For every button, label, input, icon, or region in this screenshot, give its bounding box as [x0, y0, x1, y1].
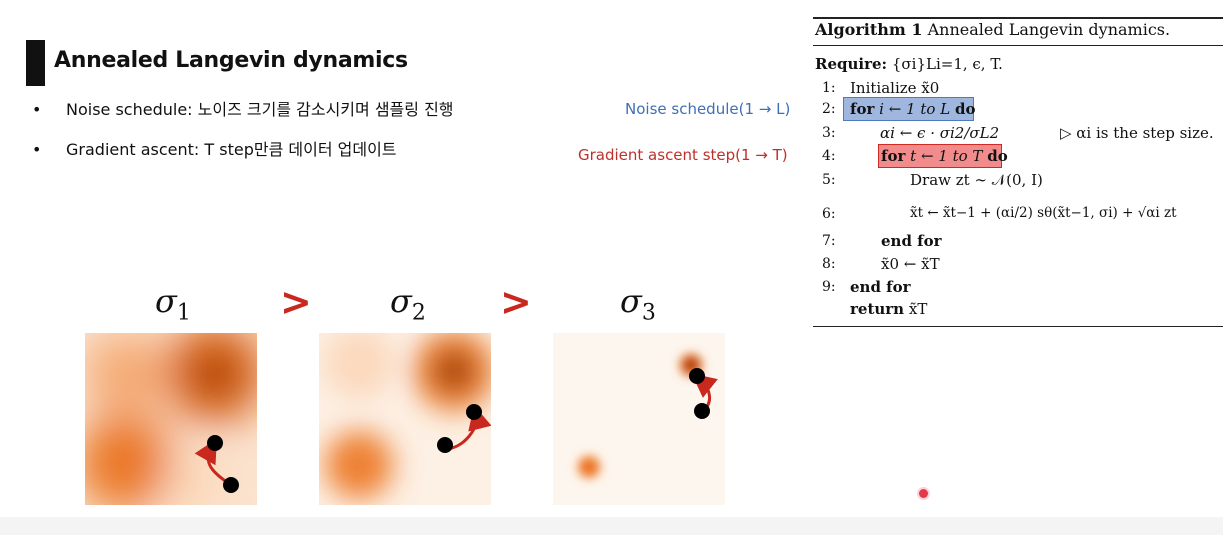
algorithm-line: end for [881, 232, 942, 250]
line-number: 4: [822, 148, 836, 164]
keyword: return [850, 300, 905, 318]
density-panel-1 [85, 333, 257, 505]
pointer-dot [919, 489, 928, 498]
slide-title: Annealed Langevin dynamics [54, 48, 408, 73]
density-panel-3 [553, 333, 725, 505]
algorithm-top-rule [813, 17, 1223, 19]
sigma-label-3: σ3 [620, 282, 656, 326]
algorithm-line: αi ← ϵ · σi2/σL2 [880, 124, 999, 142]
bullet-marker: • [32, 100, 42, 119]
line-number: 6: [822, 206, 836, 222]
footer-strip [0, 517, 1223, 535]
bullet-text: Gradient ascent: T step만큼 데이터 업데이트 [66, 140, 397, 159]
gradient-ascent-annotation: Gradient ascent step(1 → T) [578, 146, 788, 164]
keyword: for [881, 147, 906, 165]
keyword: do [987, 147, 1008, 165]
noise-schedule-annotation: Noise schedule(1 → L) [625, 100, 791, 118]
loop-range: i ← 1 to L [879, 100, 951, 118]
density-panel-2 [319, 333, 491, 505]
line-number: 1: [822, 80, 836, 96]
algorithm-line: for t ← 1 to T do [881, 147, 1008, 165]
require-text: {σi}Li=1, ϵ, T. [891, 55, 1003, 73]
line-number: 9: [822, 279, 836, 295]
algorithm-line: x̃0 ← x̃T [881, 255, 940, 273]
greater-than-sign: > [500, 280, 532, 324]
bullet-item: • Gradient ascent: T step만큼 데이터 업데이트 [32, 138, 454, 178]
inner-loop-highlight [878, 144, 1002, 168]
algorithm-line: Initialize x̃0 [850, 79, 940, 97]
line-number: 2: [822, 101, 836, 117]
require-label: Require: [815, 55, 888, 73]
algorithm-line: for i ← 1 to L do [850, 100, 975, 118]
algorithm-line: x̃t ← x̃t−1 + (αi/2) sθ(x̃t−1, σi) + √αi… [910, 205, 1177, 221]
algorithm-title: Algorithm 1 Annealed Langevin dynamics. [815, 20, 1170, 39]
algorithm-title-label: Algorithm 1 [815, 20, 923, 39]
algorithm-comment: ▷ αi is the step size. [1060, 124, 1214, 142]
step-size-formula: αi ← ϵ · σi2/σL2 [880, 124, 1000, 142]
algorithm-return: return x̃T [850, 300, 927, 318]
algorithm-line: Draw zt ∼ 𝒩(0, I) [910, 171, 1043, 189]
sigma-label-2: σ2 [390, 282, 426, 326]
line-number: 7: [822, 233, 836, 249]
algorithm-mid-rule [813, 45, 1223, 46]
bullet-marker: • [32, 140, 42, 159]
algorithm-title-text: Annealed Langevin dynamics. [927, 20, 1171, 39]
keyword: do [954, 100, 976, 118]
algorithm-bottom-rule [813, 326, 1223, 327]
return-value: x̃T [908, 300, 928, 318]
sigma-label-1: σ1 [155, 282, 191, 326]
line-number: 8: [822, 256, 836, 272]
title-accent-bar [26, 40, 45, 86]
algorithm-line: end for [850, 278, 911, 296]
bullet-list: • Noise schedule: 노이즈 크기를 감소시키며 샘플링 진행 • G… [32, 98, 454, 178]
keyword: for [850, 100, 875, 118]
outer-loop-highlight [843, 97, 974, 121]
line-number: 3: [822, 125, 836, 141]
algorithm-require: Require: {σi}Li=1, ϵ, T. [815, 55, 1003, 73]
greater-than-sign: > [280, 280, 312, 324]
bullet-text: Noise schedule: 노이즈 크기를 감소시키며 샘플링 진행 [66, 100, 454, 119]
line-number: 5: [822, 172, 836, 188]
loop-range: t ← 1 to T [910, 147, 983, 165]
bullet-item: • Noise schedule: 노이즈 크기를 감소시키며 샘플링 진행 [32, 98, 454, 138]
